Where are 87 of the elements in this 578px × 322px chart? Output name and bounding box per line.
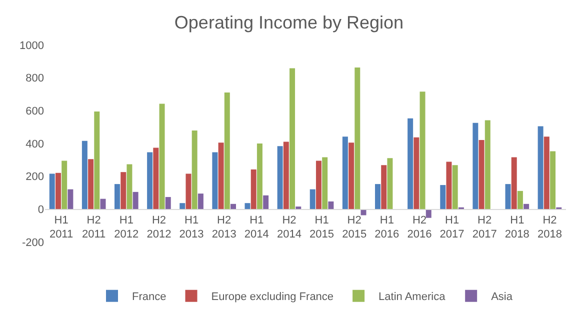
bar: [387, 158, 393, 210]
x-tick-label: H2 2018: [537, 214, 562, 241]
bar: [452, 165, 458, 210]
bar: [49, 174, 55, 210]
bar: [472, 122, 478, 210]
bar: [420, 92, 426, 210]
bar: [186, 174, 192, 210]
bar: [132, 192, 138, 210]
bar: [165, 197, 171, 210]
x-tick-label: H2 2012: [146, 214, 172, 241]
bar: [192, 130, 198, 210]
bar: [218, 142, 224, 210]
legend-label: Latin America: [378, 291, 446, 304]
bar: [310, 189, 316, 210]
chart-title: Operating Income by Region: [174, 12, 404, 33]
bar: [426, 209, 432, 218]
bar: [328, 201, 334, 210]
x-tick-label: H1 2016: [374, 214, 400, 241]
y-tick-label: 800: [26, 72, 44, 85]
x-tick-label: H1 2015: [310, 214, 334, 241]
x-tick-label: H2 2013: [212, 214, 236, 241]
bar: [159, 104, 165, 210]
y-tick-label: 600: [26, 106, 44, 118]
bar: [230, 204, 236, 210]
bar: [544, 136, 550, 210]
bar: [55, 172, 61, 210]
legend-label: France: [132, 291, 166, 304]
bar: [375, 184, 380, 210]
bar: [153, 148, 159, 210]
bar: [538, 126, 544, 210]
bar: [517, 190, 523, 210]
bar: [263, 195, 269, 210]
bar: [342, 136, 348, 210]
legend-label: Europe excluding France: [211, 291, 334, 304]
bar: [147, 152, 153, 210]
bar: [250, 169, 256, 210]
bar: [62, 160, 68, 210]
bar: [296, 206, 302, 210]
bar: [484, 120, 490, 210]
bar: [88, 159, 94, 210]
bar: [414, 137, 420, 210]
y-tick-label: -200: [22, 236, 44, 249]
bar: [408, 118, 414, 210]
legend-label: Asia: [491, 291, 514, 304]
bar: [381, 165, 387, 210]
x-tick-label: H2 2016: [407, 214, 432, 241]
bar: [354, 67, 360, 210]
bar: [283, 142, 289, 210]
bar: [198, 194, 204, 210]
bar: [505, 184, 511, 210]
bar: [256, 144, 262, 210]
x-tick-label: H1 2014: [244, 214, 269, 241]
bar: [322, 157, 328, 210]
bar: [440, 185, 446, 210]
bar: [277, 146, 283, 210]
y-tick-label: 0: [38, 204, 44, 216]
bar: [478, 140, 484, 210]
bar: [126, 164, 132, 210]
bar: [94, 111, 100, 210]
x-tick-label: H1 2018: [504, 214, 530, 241]
x-tick-label: H1 2011: [49, 214, 74, 241]
x-tick-label: H1 2012: [114, 214, 139, 241]
bar: [244, 203, 250, 210]
x-tick-label: H2 2015: [342, 214, 367, 241]
bar: [224, 92, 230, 210]
y-tick-label: 200: [26, 171, 44, 184]
bar: [114, 184, 120, 210]
bar: [100, 198, 106, 210]
bar: [212, 152, 218, 210]
bar: [82, 140, 88, 210]
x-tick-label: H1 2013: [179, 214, 204, 241]
bar: [511, 157, 517, 210]
bar: [446, 162, 452, 210]
y-tick-label: 1000: [20, 40, 44, 52]
bar: [180, 203, 186, 210]
x-tick-label: H1 2017: [440, 214, 464, 241]
bar: [290, 68, 296, 210]
bar: [68, 189, 74, 210]
x-tick-label: H2 2017: [472, 214, 497, 241]
bar: [120, 172, 126, 210]
x-tick-label: H2 2011: [82, 214, 106, 241]
y-tick-label: 400: [26, 138, 44, 150]
bar: [524, 204, 530, 210]
bar: [550, 151, 556, 210]
x-tick-label: H2 2014: [276, 214, 302, 241]
bar: [316, 160, 322, 210]
bar: [348, 142, 354, 210]
